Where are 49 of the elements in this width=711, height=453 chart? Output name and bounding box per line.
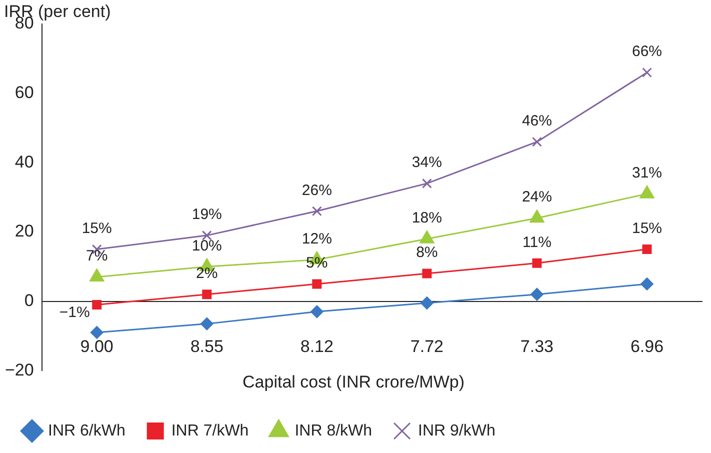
data-label: 15% — [632, 220, 662, 237]
legend-label: INR 8/kWh — [294, 422, 372, 440]
x-tick-label: 8.12 — [300, 337, 334, 356]
data-label: 46% — [522, 112, 552, 130]
data-label: 12% — [302, 230, 332, 248]
point — [90, 326, 104, 339]
data-label: 10% — [192, 237, 222, 254]
y-tick-label: 20 — [14, 222, 34, 241]
data-label: 15% — [82, 220, 112, 237]
data-label: 18% — [412, 210, 442, 227]
data-label: 26% — [302, 182, 332, 199]
point — [202, 230, 212, 240]
data-label: 7% — [86, 248, 108, 265]
x-tick-label: 6.96 — [630, 337, 664, 356]
point — [92, 300, 102, 310]
point — [312, 206, 322, 216]
point — [312, 279, 322, 289]
data-label: 11% — [522, 234, 552, 251]
x-tick-label: 7.72 — [410, 337, 444, 356]
x-tick-label: 8.55 — [190, 337, 224, 356]
legend-label: INR 9/kWh — [418, 422, 496, 440]
point — [532, 136, 542, 147]
point — [422, 268, 432, 278]
point — [532, 258, 542, 268]
data-label: 19% — [192, 206, 222, 224]
point — [420, 296, 434, 310]
y-tick-label: 0 — [24, 290, 34, 310]
data-label: 31% — [632, 164, 662, 182]
point — [530, 288, 544, 301]
x-axis-title: Capital cost (INR crore/MWp) — [242, 372, 464, 392]
legend-label: INR 6/kWh — [48, 422, 126, 440]
point — [200, 317, 214, 330]
x-tick-label: 9.00 — [80, 337, 114, 356]
point — [640, 277, 654, 290]
data-label: 24% — [522, 188, 552, 206]
data-label: −1% — [59, 304, 90, 321]
y-tick-label: 60 — [14, 83, 34, 102]
data-label: 34% — [412, 154, 442, 172]
data-label: 66% — [632, 43, 662, 60]
point — [642, 68, 652, 78]
legend-label: INR 7/kWh — [171, 422, 249, 440]
x-tick-label: 7.33 — [520, 337, 554, 356]
point — [422, 178, 432, 188]
y-tick-label: 40 — [14, 152, 34, 172]
y-tick-label: −20 — [4, 360, 34, 380]
data-label: 8% — [416, 244, 438, 262]
point — [310, 305, 324, 318]
point — [202, 290, 212, 300]
point — [642, 244, 652, 254]
